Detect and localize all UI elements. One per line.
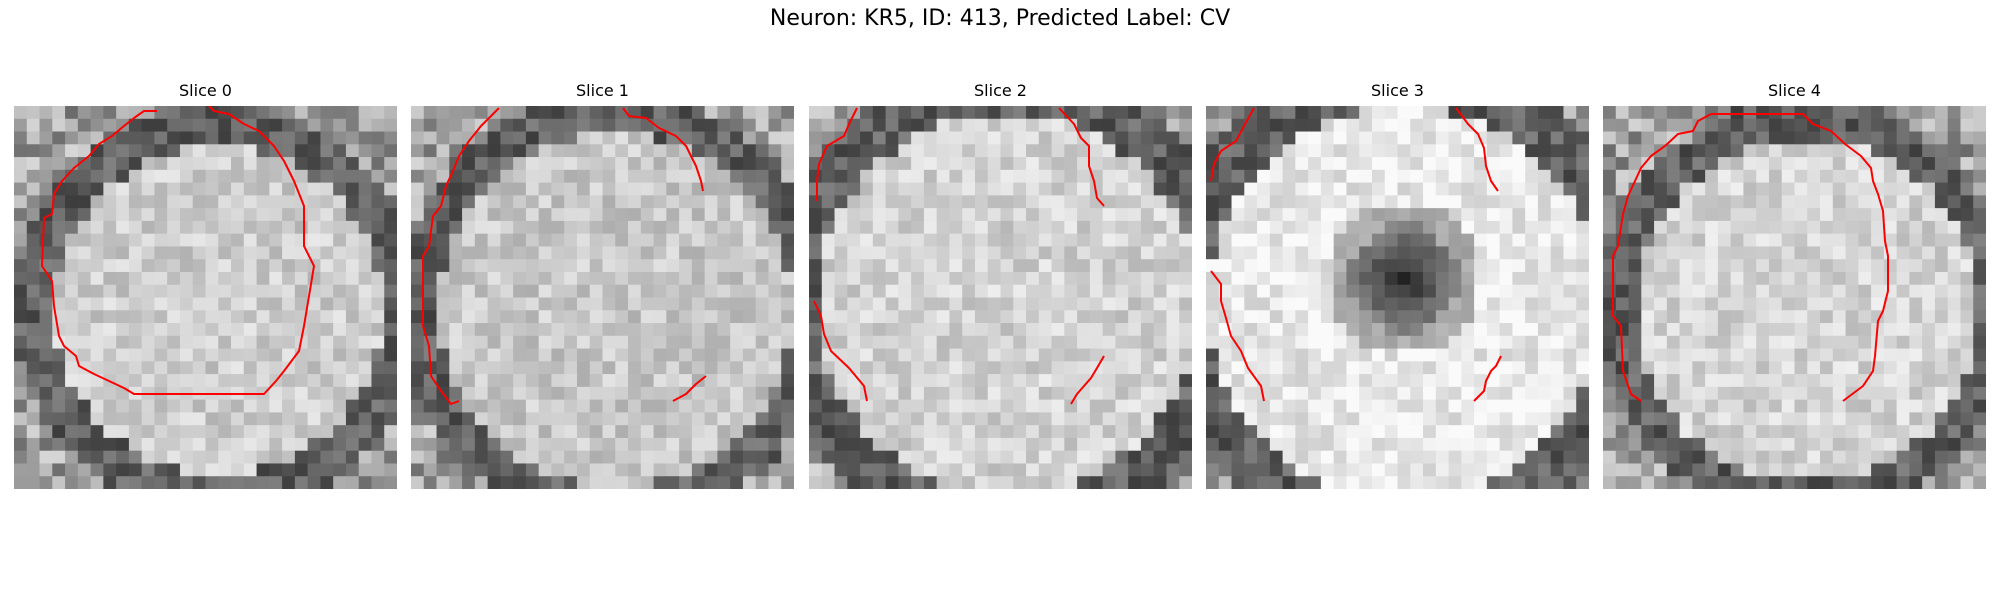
slice-title-3: Slice 3 xyxy=(1371,81,1424,100)
pixel-grid xyxy=(411,106,794,489)
contour-line xyxy=(1612,113,1712,402)
slice-image-0 xyxy=(14,106,397,489)
contour-line xyxy=(1455,107,1499,192)
contour-line xyxy=(1070,355,1105,405)
contour-overlay xyxy=(1210,107,1502,402)
contour-line xyxy=(422,107,500,405)
slice-title-2: Slice 2 xyxy=(974,81,1027,100)
pixel-grid xyxy=(1206,106,1589,489)
pixel-grid xyxy=(14,106,397,489)
contour-line xyxy=(813,300,868,402)
contour-overlay xyxy=(813,107,1105,405)
contour-line xyxy=(1473,355,1502,402)
contour-line xyxy=(816,107,858,201)
slice-title-0: Slice 0 xyxy=(179,81,232,100)
pixel-grid xyxy=(1603,106,1986,489)
slice-panel-3: Slice 3 xyxy=(1206,81,1589,489)
slice-panel-1: Slice 1 xyxy=(411,81,794,489)
contour-overlay xyxy=(422,107,707,405)
slice-image-4 xyxy=(1603,106,1986,489)
contour-line xyxy=(622,107,704,192)
slice-image-3 xyxy=(1206,106,1589,489)
contour-line xyxy=(1210,270,1265,402)
slice-panel-2: Slice 2 xyxy=(809,81,1192,489)
contour-line xyxy=(1210,107,1255,182)
slice-image-1 xyxy=(411,106,794,489)
slice-panel-4: Slice 4 xyxy=(1603,81,1986,489)
contour-line xyxy=(672,375,707,402)
slice-panel-0: Slice 0 xyxy=(14,81,397,489)
slice-image-2 xyxy=(809,106,1192,489)
contour-line xyxy=(1711,113,1889,402)
figure-title: Neuron: KR5, ID: 413, Predicted Label: C… xyxy=(769,6,1231,31)
slice-title-1: Slice 1 xyxy=(576,81,629,100)
slice-title-4: Slice 4 xyxy=(1768,81,1821,100)
contour-line xyxy=(41,106,315,395)
contour-line xyxy=(1058,107,1105,207)
contour-overlay xyxy=(1612,113,1889,402)
contour-overlay xyxy=(41,106,315,395)
pixel-grid xyxy=(809,106,1192,489)
